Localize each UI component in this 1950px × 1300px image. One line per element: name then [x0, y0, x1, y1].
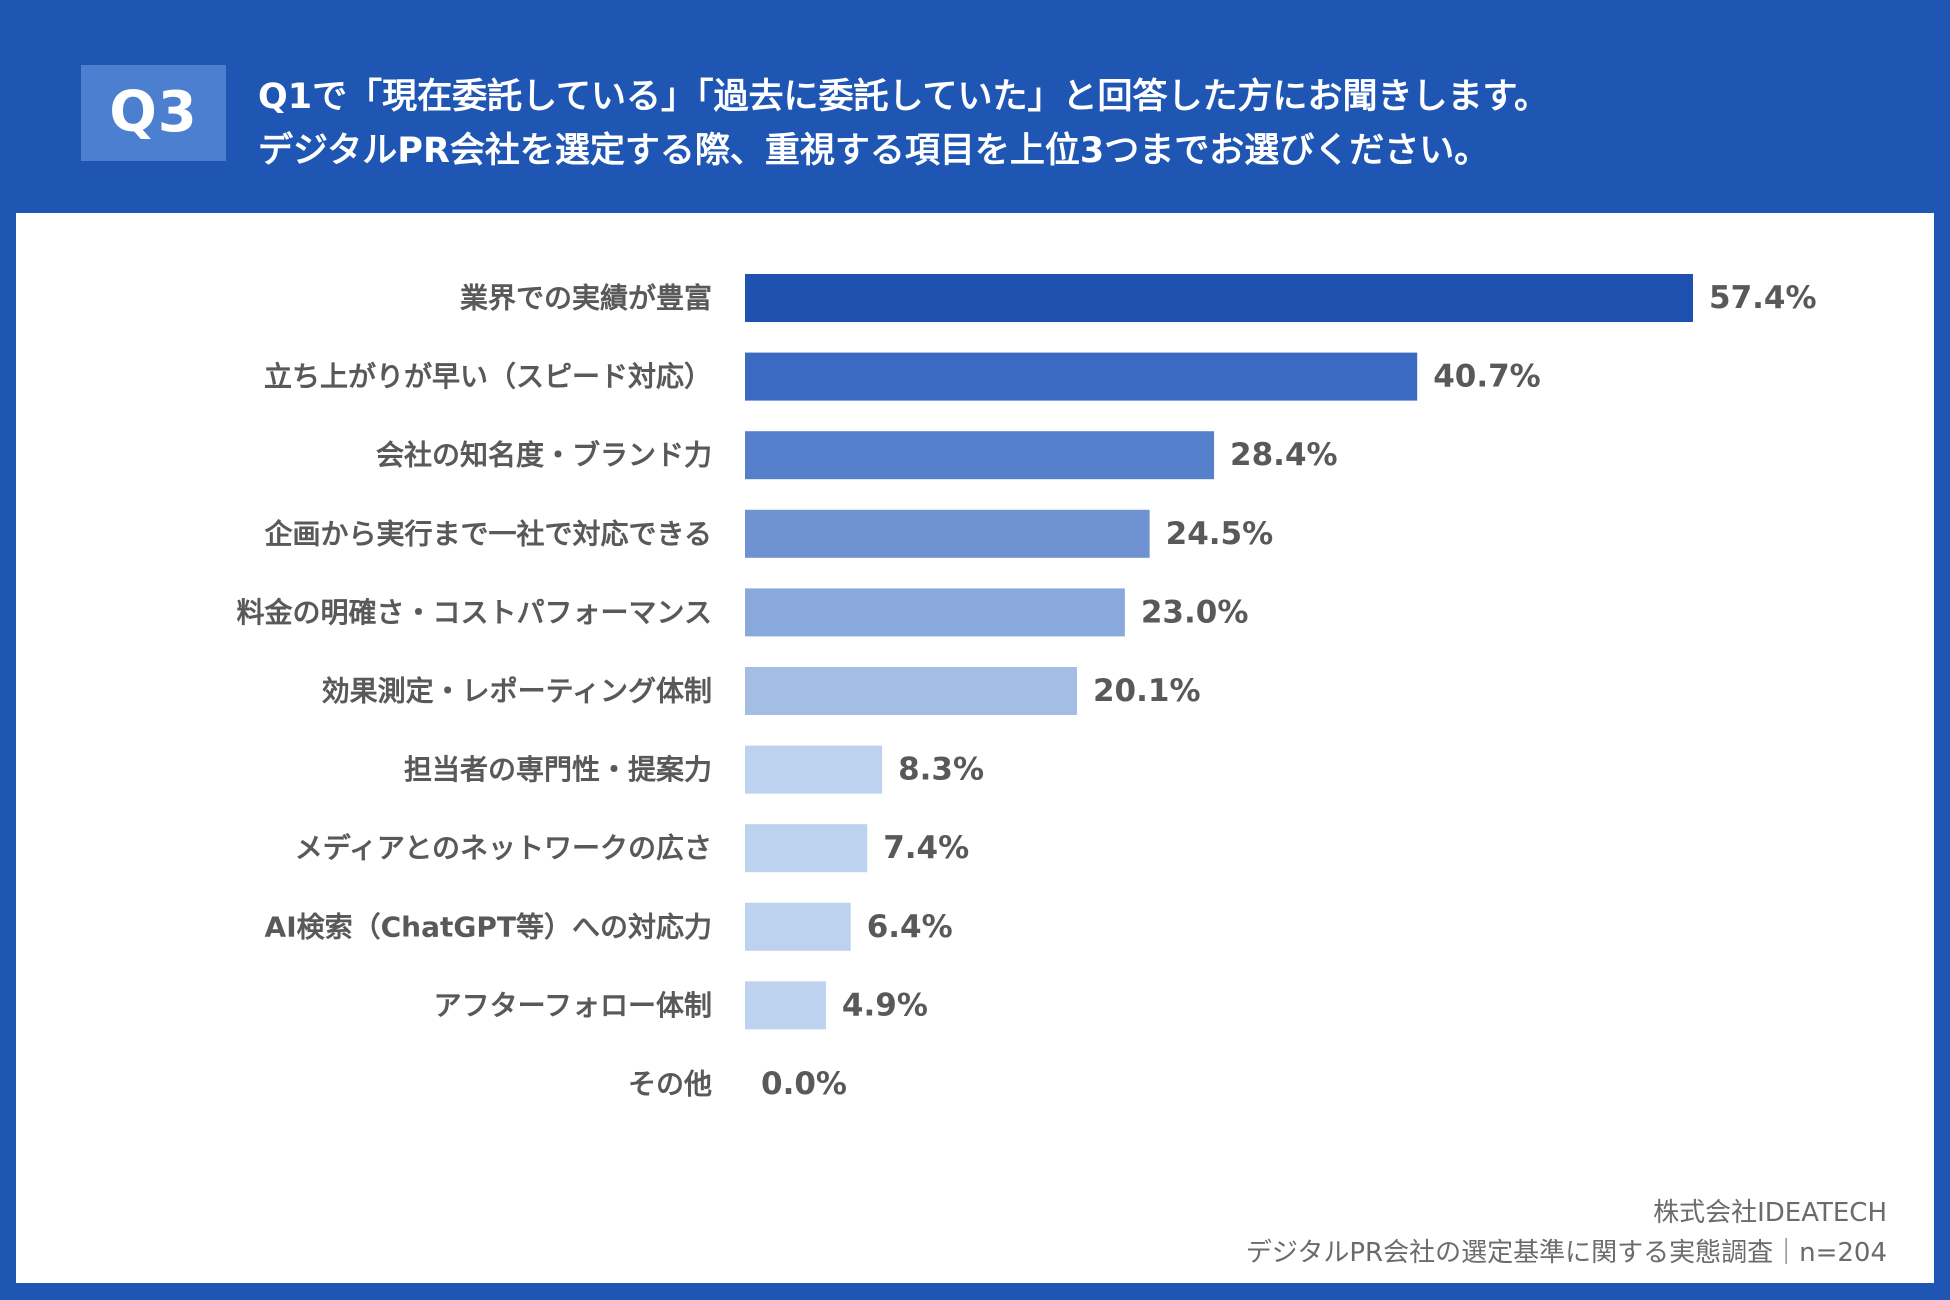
value-label: 4.9%	[842, 987, 928, 1023]
category-label: 業界での実績が豊富	[460, 282, 712, 315]
bar	[745, 667, 1077, 715]
value-label: 40.7%	[1433, 359, 1541, 395]
value-label: 57.4%	[1709, 280, 1817, 316]
header-banner: Q3 Q1で「現在委託している」「過去に委託していた」と回答した方にお聞きします…	[0, 0, 1950, 210]
value-label: 28.4%	[1230, 437, 1338, 473]
bar	[745, 824, 868, 873]
category-label: 料金の明確さ・コストパフォーマンス	[237, 596, 712, 629]
bar	[745, 745, 883, 794]
value-label: 0.0%	[761, 1066, 847, 1102]
question-number-badge: Q3	[81, 65, 226, 161]
value-label: 23.0%	[1141, 594, 1249, 630]
bar	[745, 431, 1215, 480]
bar	[745, 902, 851, 951]
category-label: AI検索（ChatGPT等）への対応力	[265, 910, 712, 943]
category-label: 会社の知名度・ブランド力	[376, 439, 712, 472]
category-label: 担当者の専門性・提案力	[404, 753, 712, 786]
value-label: 6.4%	[867, 909, 953, 945]
question-text: Q1で「現在委託している」「過去に委託していた」と回答した方にお聞きします。 デ…	[258, 70, 1918, 178]
category-label: アフターフォロー体制	[434, 989, 712, 1022]
category-label: メディアとのネットワークの広さ	[295, 832, 712, 865]
value-label: 24.5%	[1166, 516, 1274, 552]
category-label: 効果測定・レポーティング体制	[322, 675, 712, 708]
value-label: 8.3%	[898, 752, 984, 788]
category-label: その他	[628, 1068, 712, 1101]
bar	[745, 509, 1150, 558]
footer-survey-info: デジタルPR会社の選定基準に関する実態調査｜n=204	[1245, 1238, 1887, 1268]
question-line-1: Q1で「現在委託している」「過去に委託していた」と回答した方にお聞きします。	[258, 77, 1550, 117]
value-label: 7.4%	[883, 830, 969, 866]
bar	[745, 981, 826, 1030]
bar	[745, 352, 1418, 401]
question-line-2: デジタルPR会社を選定する際、重視する項目を上位3つまでお選びください。	[258, 131, 1490, 171]
value-label: 20.1%	[1093, 673, 1201, 709]
footer-company: 株式会社IDEATECH	[1653, 1198, 1887, 1228]
bar	[745, 274, 1693, 322]
category-label: 企画から実行まで一社で対応できる	[265, 517, 712, 550]
category-label: 立ち上がりが早い（スピード対応）	[264, 360, 712, 393]
bar	[745, 588, 1125, 637]
